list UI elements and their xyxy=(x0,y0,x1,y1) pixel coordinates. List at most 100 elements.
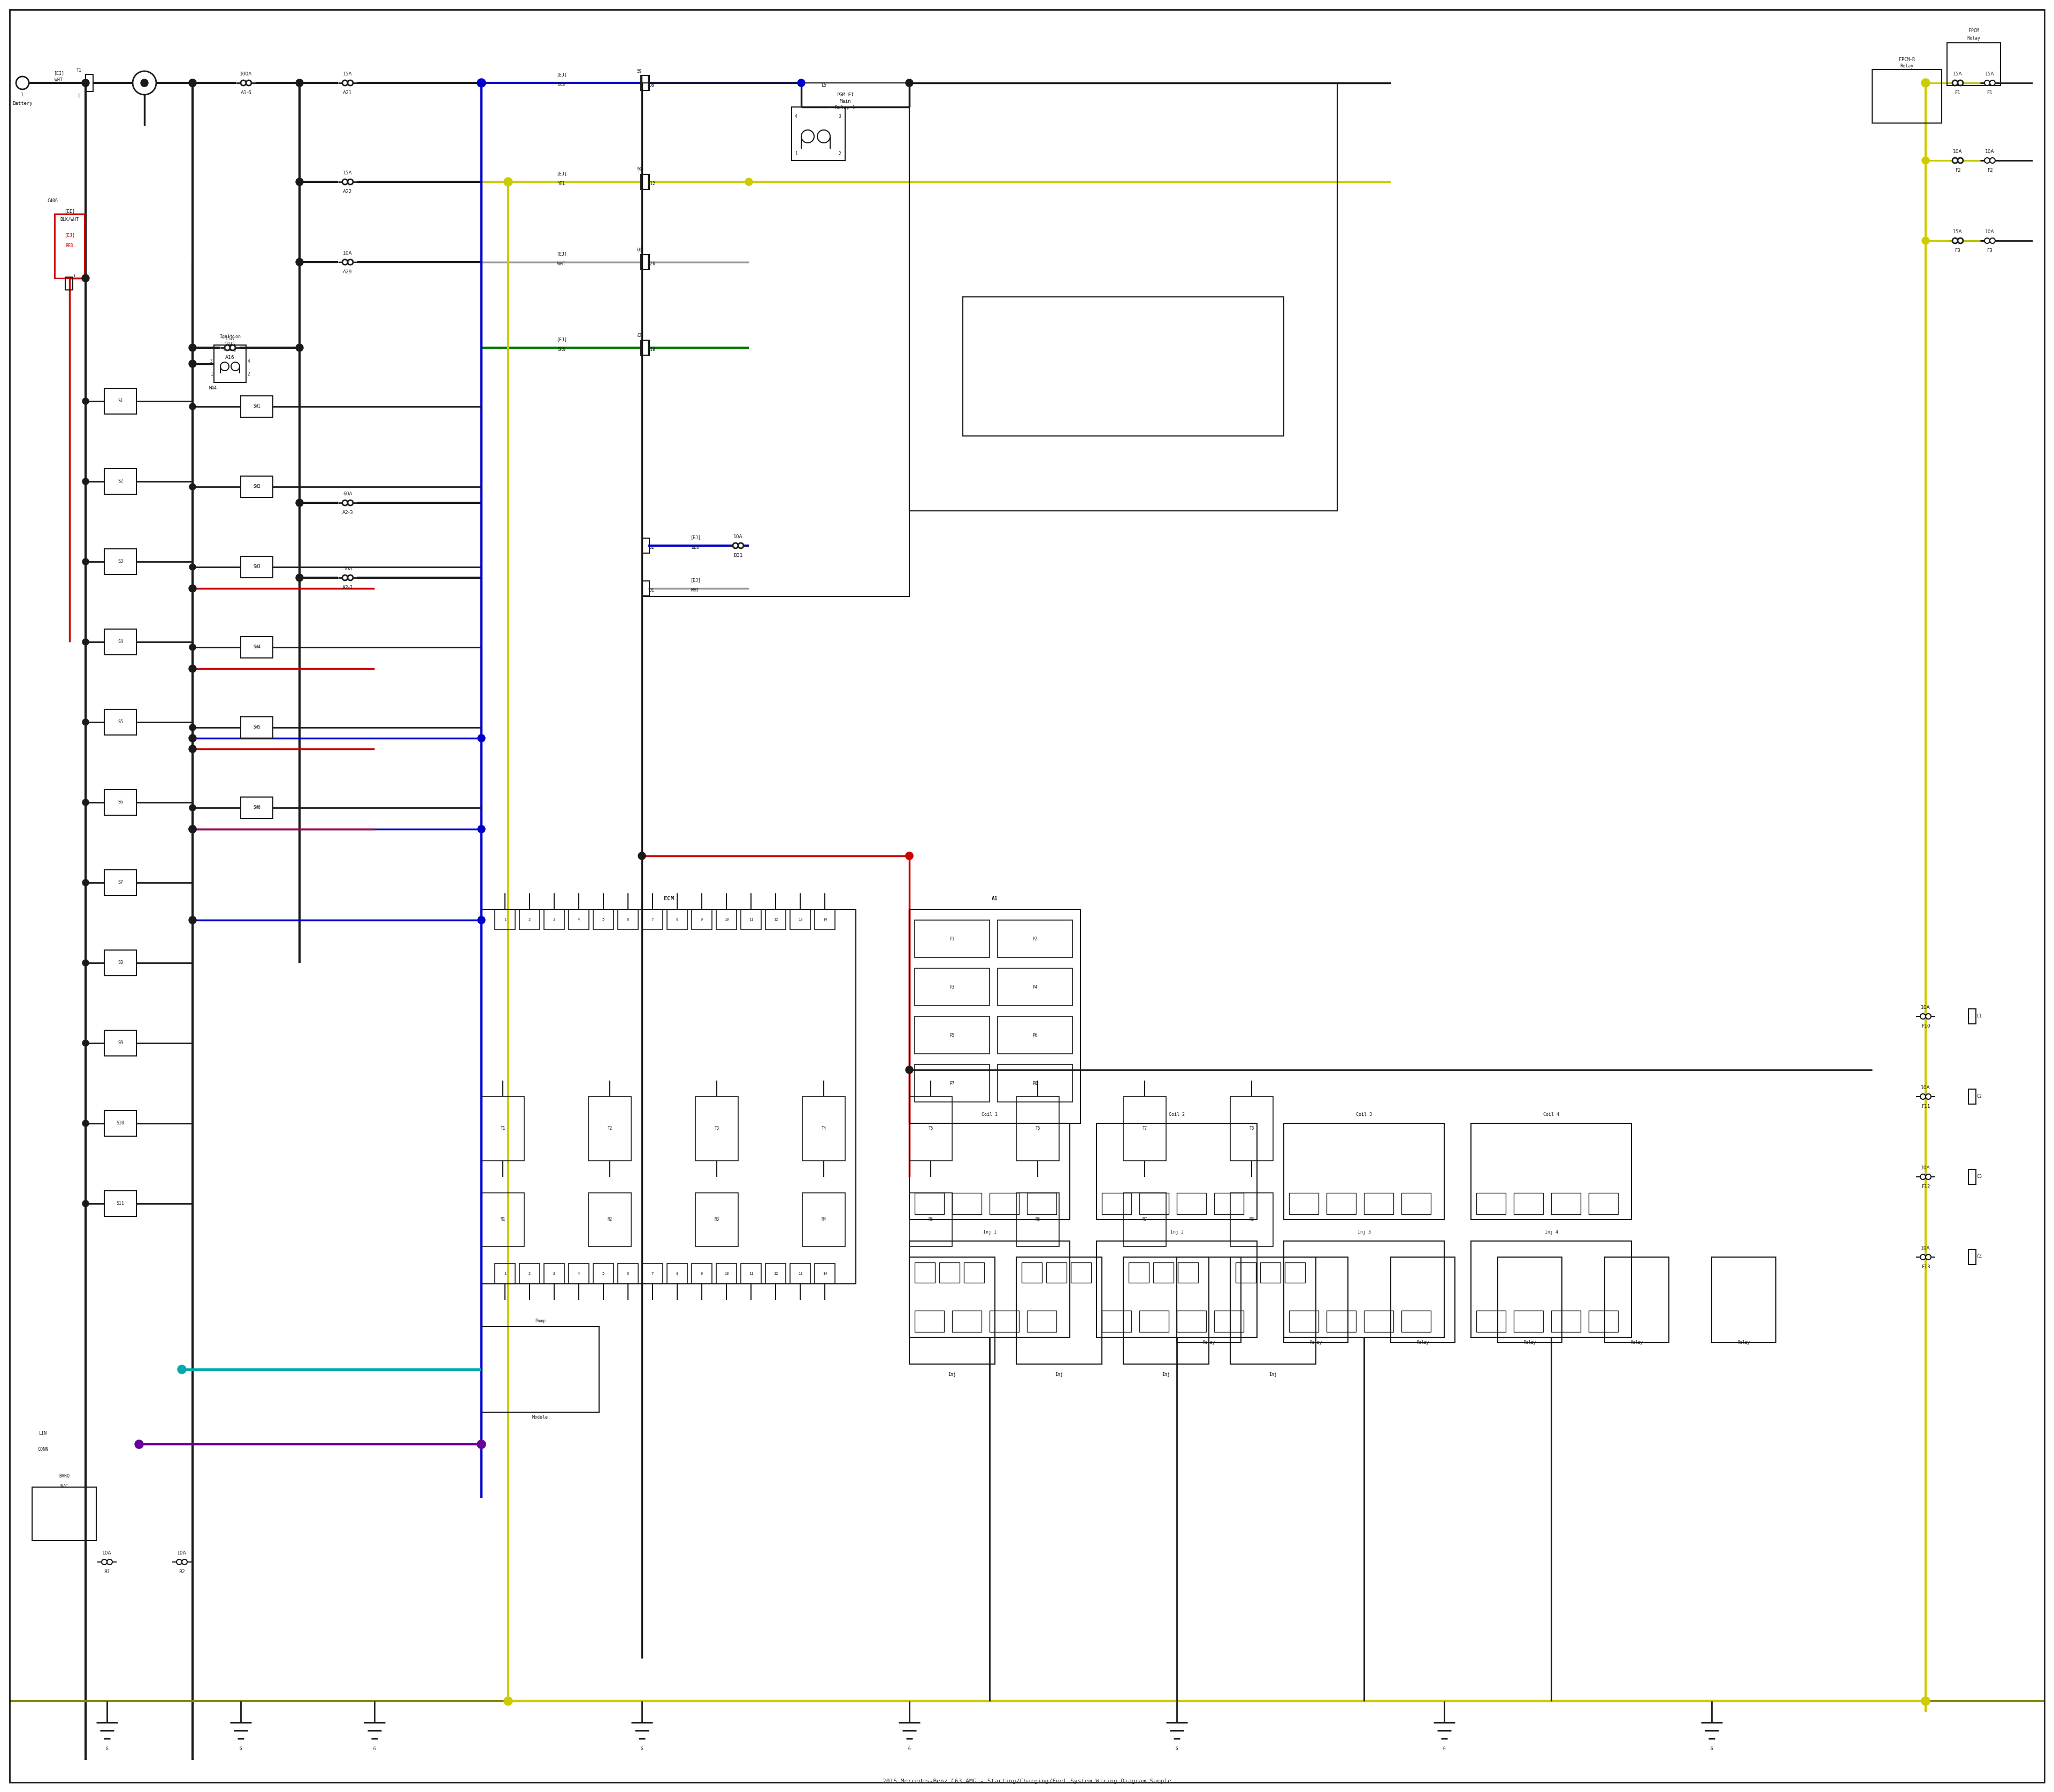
Circle shape xyxy=(189,79,197,86)
Text: Inj 4: Inj 4 xyxy=(1545,1229,1557,1235)
Bar xyxy=(990,1193,1019,1215)
Bar xyxy=(1177,1193,1206,1215)
Circle shape xyxy=(797,79,805,86)
Text: Coil 1: Coil 1 xyxy=(982,1113,998,1116)
Text: Relay: Relay xyxy=(1738,1340,1750,1346)
Text: SW5: SW5 xyxy=(253,726,261,729)
Text: 15A: 15A xyxy=(1984,72,1994,77)
Text: T2: T2 xyxy=(608,1127,612,1131)
Text: A2-1: A2-1 xyxy=(343,586,353,590)
Text: 42: 42 xyxy=(637,333,641,339)
Bar xyxy=(1364,1310,1393,1331)
Text: F2: F2 xyxy=(1955,168,1962,172)
Text: 8: 8 xyxy=(676,1272,678,1276)
Bar xyxy=(1477,1310,1506,1331)
Text: 6: 6 xyxy=(626,918,629,921)
Bar xyxy=(910,1193,953,1247)
Bar xyxy=(1097,1242,1257,1337)
Text: SW4: SW4 xyxy=(253,645,261,650)
Circle shape xyxy=(82,1201,88,1206)
Bar xyxy=(696,1193,737,1247)
Bar xyxy=(1284,1256,1347,1342)
Text: Battery: Battery xyxy=(12,100,33,106)
Text: 1: 1 xyxy=(795,152,797,156)
Text: 2: 2 xyxy=(528,918,530,921)
Text: SW6: SW6 xyxy=(253,805,261,810)
Text: P2: P2 xyxy=(1033,937,1037,941)
Circle shape xyxy=(82,880,88,885)
Bar xyxy=(641,75,649,90)
Bar xyxy=(641,340,649,355)
Circle shape xyxy=(1920,1254,1927,1260)
Bar xyxy=(495,909,516,930)
Text: [EI]: [EI] xyxy=(53,72,64,75)
Text: Relay: Relay xyxy=(224,348,236,353)
Bar xyxy=(1097,1124,1257,1220)
Circle shape xyxy=(1957,238,1964,244)
Bar xyxy=(1017,1097,1060,1161)
Bar xyxy=(914,919,990,957)
Bar xyxy=(105,548,136,575)
Bar xyxy=(641,174,649,190)
Circle shape xyxy=(1953,158,1957,163)
Bar xyxy=(668,1263,688,1283)
Bar xyxy=(1391,1256,1454,1342)
Text: P1: P1 xyxy=(949,937,955,941)
Circle shape xyxy=(1923,237,1929,244)
Text: 10A: 10A xyxy=(1920,1005,1931,1011)
Text: 1: 1 xyxy=(503,918,505,921)
Bar xyxy=(953,1193,982,1215)
Bar xyxy=(914,1016,990,1054)
Text: L5: L5 xyxy=(822,82,826,88)
Bar xyxy=(105,1111,136,1136)
Bar xyxy=(1514,1310,1543,1331)
Bar xyxy=(791,909,811,930)
Text: Coil 4: Coil 4 xyxy=(1543,1113,1559,1116)
Bar xyxy=(86,73,92,91)
Text: Ignition: Ignition xyxy=(220,335,240,339)
Circle shape xyxy=(1927,1254,1931,1260)
Bar xyxy=(643,1263,663,1283)
Text: F11: F11 xyxy=(1920,1104,1931,1109)
Text: F13: F13 xyxy=(1920,1265,1931,1269)
Text: 14: 14 xyxy=(822,918,828,921)
Text: 3: 3 xyxy=(553,1272,555,1276)
Circle shape xyxy=(1984,81,1990,86)
Text: [EJ]: [EJ] xyxy=(557,337,567,342)
Text: D19: D19 xyxy=(647,348,655,353)
Circle shape xyxy=(1920,1174,1927,1179)
Text: 10A: 10A xyxy=(1984,229,1994,235)
Bar xyxy=(641,82,910,597)
Text: RED: RED xyxy=(66,244,74,249)
Circle shape xyxy=(343,179,347,185)
Circle shape xyxy=(906,853,914,860)
Circle shape xyxy=(746,177,752,186)
Text: 100A: 100A xyxy=(240,72,253,77)
Text: G: G xyxy=(908,1747,910,1751)
Text: [EJ]: [EJ] xyxy=(557,72,567,77)
Bar xyxy=(1477,1193,1506,1215)
Text: Inj: Inj xyxy=(1163,1373,1171,1378)
Text: 11: 11 xyxy=(750,1272,754,1276)
Bar xyxy=(105,710,136,735)
Text: S2: S2 xyxy=(117,478,123,484)
Text: 10A: 10A xyxy=(1984,149,1994,154)
Bar xyxy=(1027,1193,1056,1215)
Bar xyxy=(791,1263,811,1283)
Text: SW3: SW3 xyxy=(253,564,261,570)
Text: Relay: Relay xyxy=(1204,1340,1216,1346)
Circle shape xyxy=(189,643,195,650)
Text: S7: S7 xyxy=(117,880,123,885)
Text: Relay: Relay xyxy=(1900,65,1914,68)
Bar xyxy=(1140,1310,1169,1331)
Text: Inj: Inj xyxy=(1269,1373,1278,1378)
Bar xyxy=(1021,1262,1041,1283)
Circle shape xyxy=(189,735,197,742)
Text: 10: 10 xyxy=(725,918,729,921)
Circle shape xyxy=(1953,238,1957,244)
Text: Coil 2: Coil 2 xyxy=(1169,1113,1185,1116)
Circle shape xyxy=(343,81,347,86)
Bar xyxy=(717,909,737,930)
Text: Inj: Inj xyxy=(949,1373,955,1378)
Text: T1: T1 xyxy=(76,68,82,72)
